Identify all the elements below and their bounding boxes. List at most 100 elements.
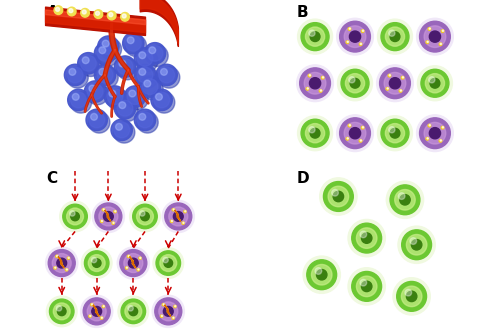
Circle shape	[107, 89, 123, 105]
Circle shape	[183, 222, 184, 223]
Circle shape	[121, 299, 146, 324]
Circle shape	[100, 317, 102, 319]
Circle shape	[362, 127, 364, 128]
Circle shape	[344, 122, 366, 144]
Circle shape	[322, 77, 324, 78]
Circle shape	[426, 74, 444, 93]
Circle shape	[88, 112, 110, 133]
Circle shape	[164, 306, 173, 316]
Text: A: A	[46, 5, 58, 20]
Circle shape	[100, 38, 122, 60]
Circle shape	[97, 45, 118, 67]
Circle shape	[67, 67, 83, 83]
Circle shape	[138, 269, 139, 270]
Circle shape	[416, 115, 454, 152]
Circle shape	[440, 43, 442, 45]
Circle shape	[137, 50, 158, 72]
Circle shape	[381, 119, 409, 147]
Circle shape	[117, 100, 138, 122]
Circle shape	[424, 122, 446, 144]
Circle shape	[400, 90, 402, 91]
Circle shape	[100, 39, 116, 55]
Circle shape	[80, 8, 90, 17]
Circle shape	[360, 279, 366, 286]
Circle shape	[137, 67, 153, 83]
Polygon shape	[164, 305, 170, 316]
Circle shape	[396, 281, 426, 311]
Circle shape	[54, 303, 70, 320]
Circle shape	[154, 92, 170, 108]
Circle shape	[139, 257, 141, 259]
Circle shape	[400, 194, 410, 205]
Circle shape	[54, 267, 56, 269]
Circle shape	[60, 201, 90, 232]
Circle shape	[182, 222, 184, 224]
Circle shape	[310, 78, 320, 89]
Circle shape	[350, 31, 360, 42]
Circle shape	[442, 126, 444, 129]
Circle shape	[332, 189, 338, 196]
Circle shape	[184, 210, 186, 213]
Circle shape	[111, 119, 132, 141]
Circle shape	[94, 43, 116, 64]
Circle shape	[362, 30, 364, 32]
Circle shape	[362, 233, 372, 243]
Circle shape	[163, 304, 164, 305]
Circle shape	[315, 268, 322, 274]
Circle shape	[50, 299, 74, 324]
Circle shape	[426, 41, 428, 44]
Circle shape	[114, 56, 136, 77]
Circle shape	[112, 222, 114, 224]
Circle shape	[137, 269, 140, 271]
Circle shape	[301, 23, 329, 51]
Circle shape	[402, 77, 404, 78]
Circle shape	[122, 14, 126, 18]
Circle shape	[97, 67, 118, 88]
Circle shape	[68, 89, 89, 111]
Circle shape	[80, 55, 96, 71]
Circle shape	[90, 315, 91, 316]
Circle shape	[137, 112, 158, 133]
Circle shape	[100, 220, 103, 222]
Circle shape	[320, 90, 322, 92]
Circle shape	[390, 32, 400, 42]
Circle shape	[430, 128, 440, 139]
Circle shape	[402, 230, 432, 260]
Circle shape	[440, 140, 442, 141]
Circle shape	[156, 251, 180, 275]
Circle shape	[162, 303, 164, 306]
Circle shape	[347, 41, 348, 42]
Circle shape	[360, 43, 362, 46]
Circle shape	[390, 185, 420, 215]
Circle shape	[109, 13, 113, 17]
Circle shape	[66, 269, 68, 270]
Circle shape	[68, 7, 76, 16]
Circle shape	[340, 21, 370, 52]
Circle shape	[69, 9, 73, 13]
Circle shape	[140, 257, 141, 258]
Circle shape	[82, 57, 89, 64]
Circle shape	[380, 68, 410, 99]
Circle shape	[390, 78, 400, 89]
Circle shape	[136, 208, 154, 225]
Circle shape	[328, 186, 348, 207]
Circle shape	[410, 238, 416, 244]
Circle shape	[126, 267, 128, 269]
Circle shape	[376, 65, 414, 102]
Circle shape	[134, 64, 156, 86]
Circle shape	[428, 28, 430, 30]
Circle shape	[72, 94, 79, 100]
Circle shape	[96, 11, 100, 15]
Circle shape	[64, 64, 86, 86]
Circle shape	[99, 207, 118, 226]
Circle shape	[160, 69, 168, 75]
Circle shape	[127, 37, 134, 44]
Circle shape	[140, 211, 145, 216]
Circle shape	[394, 189, 415, 210]
Circle shape	[386, 27, 404, 46]
Circle shape	[352, 223, 382, 253]
Circle shape	[92, 306, 102, 316]
Circle shape	[170, 220, 172, 222]
Circle shape	[402, 286, 422, 307]
Circle shape	[378, 19, 412, 54]
